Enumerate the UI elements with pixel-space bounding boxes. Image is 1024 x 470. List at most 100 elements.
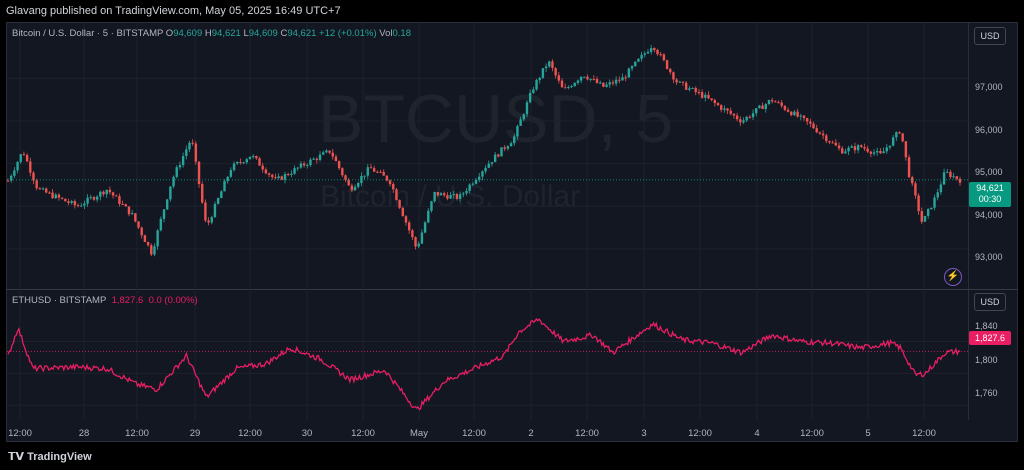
- candle-body: [538, 77, 541, 81]
- candle-body: [318, 154, 322, 160]
- candle-body: [376, 171, 379, 173]
- candle-body: [121, 203, 124, 205]
- currency-button-top[interactable]: USD: [974, 27, 1006, 45]
- candle-body: [312, 158, 315, 160]
- time-tick-label: 12:00: [125, 428, 149, 439]
- candle-body: [926, 209, 930, 216]
- time-tick-label: 12:00: [351, 428, 375, 439]
- btc-legend-title[interactable]: Bitcoin / U.S. Dollar · 5 · BITSTAMP: [12, 28, 164, 39]
- time-tick-label: 12:00: [575, 428, 599, 439]
- candle-body: [611, 82, 615, 84]
- candle-body: [936, 192, 939, 198]
- candle-body: [837, 145, 841, 149]
- candle-body: [357, 182, 360, 187]
- candle-body: [646, 51, 650, 54]
- volume-value: 0.18: [392, 28, 411, 39]
- candle-body: [153, 246, 156, 255]
- candle-body: [840, 148, 844, 154]
- candle-body: [366, 167, 369, 176]
- candle-body: [519, 119, 522, 126]
- candle-body: [481, 171, 484, 177]
- candle-body: [165, 199, 169, 210]
- candle-body: [309, 159, 312, 165]
- pane-separator[interactable]: [6, 289, 1018, 290]
- candle-body: [315, 158, 319, 160]
- candle-body: [930, 207, 933, 210]
- candle-body: [76, 205, 80, 207]
- price-axis-separator: [968, 22, 969, 420]
- candle-body: [70, 201, 73, 203]
- candle-body: [369, 167, 373, 169]
- candle-body: [302, 163, 306, 166]
- candle-body: [181, 155, 185, 166]
- candle-body: [41, 188, 45, 190]
- candle-body: [363, 175, 366, 177]
- candle-body: [805, 118, 809, 122]
- candle-body: [261, 165, 264, 170]
- candle-body: [831, 142, 834, 144]
- candle-body: [853, 146, 857, 151]
- time-tick-label: 3: [641, 428, 647, 439]
- candle-body: [191, 142, 194, 144]
- candle-body: [522, 114, 525, 120]
- candle-body: [579, 76, 583, 81]
- candle-body: [751, 113, 755, 118]
- candle-body: [487, 163, 490, 168]
- candle-body: [19, 154, 22, 163]
- candle-body: [869, 151, 873, 154]
- candle-body: [592, 78, 596, 80]
- candle-body: [755, 108, 758, 114]
- time-tick-label: 5: [865, 428, 871, 439]
- candle-body: [130, 213, 134, 215]
- candle-body: [407, 222, 411, 231]
- eth-price-line: [7, 317, 961, 411]
- btc-ytick: 94,000: [975, 210, 1003, 220]
- change-value: +12 (+0.01%): [319, 28, 377, 39]
- eth-legend: ETHUSD · BITSTAMP 1,827.6 0.0 (0.00%): [12, 295, 198, 306]
- candle-body: [108, 189, 112, 193]
- candle-body: [911, 177, 914, 184]
- candle-body: [856, 145, 860, 151]
- candle-body: [443, 193, 446, 196]
- candle-body: [140, 227, 143, 236]
- candle-body: [933, 197, 936, 208]
- candle-body: [850, 146, 853, 148]
- candle-body: [866, 148, 869, 152]
- currency-button-bottom[interactable]: USD: [974, 293, 1006, 311]
- candle-body: [891, 137, 895, 146]
- candle-body: [767, 100, 771, 105]
- candle-body: [503, 147, 506, 149]
- candle-body: [89, 197, 92, 199]
- candle-body: [799, 115, 803, 117]
- candle-body: [790, 111, 793, 116]
- candle-body: [952, 176, 955, 178]
- candle-body: [290, 173, 293, 175]
- candle-body: [637, 58, 640, 62]
- time-tick-label: 2: [528, 428, 534, 439]
- candle-body: [586, 76, 589, 80]
- lightning-icon[interactable]: ⚡: [944, 268, 962, 286]
- time-tick-label: May: [410, 428, 428, 439]
- candle-body: [872, 152, 876, 154]
- candle-body: [216, 198, 220, 204]
- candle-body: [634, 61, 637, 67]
- candle-body: [439, 193, 443, 196]
- candle-body: [793, 111, 796, 116]
- candle-body: [713, 100, 717, 104]
- candle-body: [716, 103, 720, 106]
- candle-body: [681, 81, 685, 83]
- candle-body: [780, 102, 783, 106]
- candle-body: [509, 143, 513, 147]
- candle-body: [748, 116, 752, 118]
- candle-body: [115, 195, 118, 197]
- candle-body: [350, 185, 354, 191]
- candle-body: [57, 194, 61, 198]
- candle-body: [207, 220, 210, 223]
- eth-legend-title[interactable]: ETHUSD · BITSTAMP: [12, 295, 107, 306]
- candle-body: [923, 215, 927, 222]
- candle-body: [423, 222, 427, 233]
- candle-body: [468, 184, 471, 191]
- candle-body: [38, 188, 42, 190]
- candle-body: [528, 92, 532, 103]
